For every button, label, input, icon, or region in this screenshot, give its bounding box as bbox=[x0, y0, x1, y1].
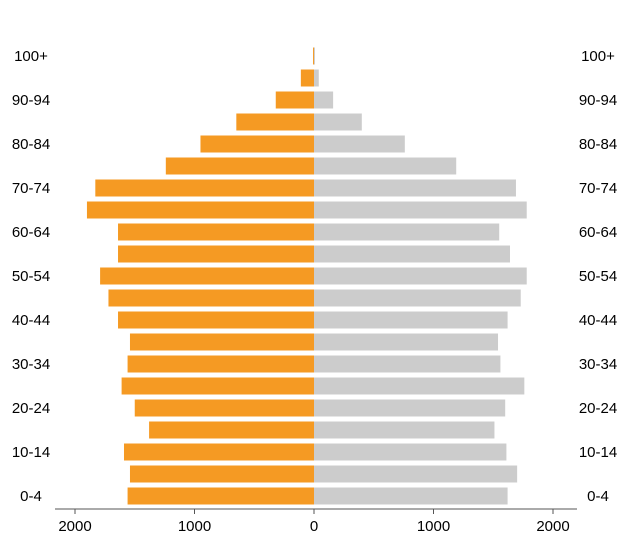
bar-left-100+ bbox=[313, 47, 314, 65]
bar-right-80-84 bbox=[314, 135, 405, 153]
bar-right-35-39 bbox=[314, 333, 499, 351]
bar-right-10-14 bbox=[314, 443, 507, 461]
bar-left-80-84 bbox=[200, 135, 314, 153]
bar-right-45-49 bbox=[314, 289, 521, 307]
bar-right-65-69 bbox=[314, 201, 527, 219]
bar-left-65-69 bbox=[86, 201, 314, 219]
bar-left-5-9 bbox=[129, 465, 314, 483]
age-label-right: 10-14 bbox=[579, 444, 617, 461]
age-label-left: 80-84 bbox=[12, 136, 50, 153]
x-tick-label: 1000 bbox=[178, 518, 211, 535]
bar-left-75-79 bbox=[165, 157, 314, 175]
age-label-left: 0-4 bbox=[20, 488, 42, 505]
bar-left-40-44 bbox=[118, 311, 315, 329]
age-label-right: 0-4 bbox=[587, 488, 609, 505]
bar-left-90-94 bbox=[275, 91, 314, 109]
x-axis: 2000 1000 0 1000 2000 bbox=[55, 508, 577, 535]
bar-left-95-99 bbox=[300, 69, 314, 87]
bar-left-45-49 bbox=[108, 289, 315, 307]
age-label-left: 70-74 bbox=[12, 180, 50, 197]
bar-left-25-29 bbox=[121, 377, 314, 395]
bar-right-15-19 bbox=[314, 421, 495, 439]
bar-left-35-39 bbox=[129, 333, 314, 351]
x-tick-label: 2000 bbox=[58, 518, 91, 535]
age-label-left: 50-54 bbox=[12, 268, 50, 285]
bar-left-30-34 bbox=[127, 355, 314, 373]
age-label-right: 70-74 bbox=[579, 180, 617, 197]
bar-left-70-74 bbox=[95, 179, 314, 197]
bar-right-70-74 bbox=[314, 179, 516, 197]
age-labels-left: 0-4 10-14 20-24 30-34 40-44 50-54 60-64 70-74 80… bbox=[12, 48, 50, 505]
x-tick-label: 2000 bbox=[536, 518, 569, 535]
bar-right-20-24 bbox=[314, 399, 506, 417]
bar-right-30-34 bbox=[314, 355, 501, 373]
bar-left-55-59 bbox=[118, 245, 315, 263]
bar-right-100+ bbox=[314, 47, 315, 65]
age-label-left: 40-44 bbox=[12, 312, 50, 329]
age-label-right: 90-94 bbox=[579, 92, 617, 109]
age-label-left: 60-64 bbox=[12, 224, 50, 241]
age-label-left: 20-24 bbox=[12, 400, 50, 417]
age-label-right: 60-64 bbox=[579, 224, 617, 241]
age-label-left: 90-94 bbox=[12, 92, 50, 109]
age-label-right: 20-24 bbox=[579, 400, 617, 417]
age-label-left: 10-14 bbox=[12, 444, 50, 461]
age-label-left: 30-34 bbox=[12, 356, 50, 373]
age-label-right: 50-54 bbox=[579, 268, 617, 285]
bar-left-15-19 bbox=[149, 421, 314, 439]
age-label-right: 80-84 bbox=[579, 136, 617, 153]
bar-right-5-9 bbox=[314, 465, 518, 483]
bar-left-60-64 bbox=[118, 223, 315, 241]
age-labels-right: 0-4 10-14 20-24 30-34 40-44 50-54 60-64 70-74 80… bbox=[579, 48, 617, 505]
bar-right-95-99 bbox=[314, 69, 319, 87]
age-label-right: 30-34 bbox=[579, 356, 617, 373]
bar-left-85-89 bbox=[236, 113, 314, 131]
bar-right-90-94 bbox=[314, 91, 334, 109]
bar-right-50-54 bbox=[314, 267, 527, 285]
age-label-right: 100+ bbox=[581, 48, 615, 65]
bars-group bbox=[86, 47, 527, 505]
x-tick-label: 0 bbox=[310, 518, 318, 535]
bar-left-20-24 bbox=[134, 399, 314, 417]
x-tick-label: 1000 bbox=[417, 518, 450, 535]
bar-right-40-44 bbox=[314, 311, 508, 329]
bar-right-55-59 bbox=[314, 245, 510, 263]
bar-right-75-79 bbox=[314, 157, 457, 175]
age-label-left: 100+ bbox=[14, 48, 48, 65]
bar-left-50-54 bbox=[100, 267, 314, 285]
bar-right-0-4 bbox=[314, 487, 508, 505]
age-label-right: 40-44 bbox=[579, 312, 617, 329]
bar-right-60-64 bbox=[314, 223, 500, 241]
bar-left-10-14 bbox=[123, 443, 315, 461]
bar-right-85-89 bbox=[314, 113, 362, 131]
bar-right-25-29 bbox=[314, 377, 525, 395]
bar-left-0-4 bbox=[127, 487, 314, 505]
